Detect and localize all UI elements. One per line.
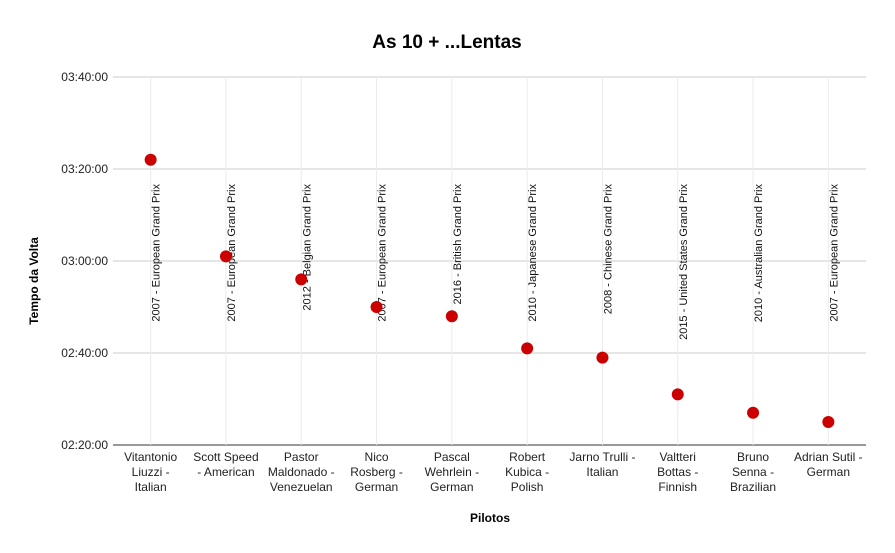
data-point[interactable] <box>219 250 232 263</box>
data-point[interactable] <box>295 273 308 286</box>
annotations: 2007 - European Grand Prix 2007 - Europea… <box>151 184 841 340</box>
data-annotation: 2012 - Belgian Grand Prix <box>301 184 313 311</box>
data-point[interactable] <box>671 388 684 401</box>
data-point[interactable] <box>822 416 835 428</box>
y-axis-title: Tempo da Volta <box>27 237 41 325</box>
gridlines <box>113 76 866 446</box>
y-axis-ticks: 02:20:00 02:40:00 03:00:00 03:20:00 03:40:00 <box>61 70 108 452</box>
data-point[interactable] <box>747 406 760 419</box>
data-point[interactable] <box>144 153 157 166</box>
x-tick-label: Bruno Senna -Brazilian <box>730 450 776 494</box>
data-points <box>144 153 835 428</box>
x-tick-label: Pascal Wehrlein -German <box>425 450 479 494</box>
x-tick-label: Robert Kubica -Polish <box>505 450 549 494</box>
y-tick-label: 02:20:00 <box>61 438 108 452</box>
x-axis-ticks: Vitantonio Liuzzi -Italian Scott Speed - Am… <box>124 450 863 494</box>
data-annotation: 2015 - United States Grand Prix <box>678 184 690 340</box>
data-annotation: 2008 - Chinese Grand Prix <box>602 184 614 315</box>
y-tick-label: 02:40:00 <box>61 346 108 360</box>
data-annotation: 2007 - European Grand Prix <box>226 184 238 322</box>
data-point[interactable] <box>596 351 609 364</box>
data-annotation: 2010 - Japanese Grand Prix <box>527 184 539 322</box>
data-point[interactable] <box>521 342 534 355</box>
data-annotation: 2007 - European Grand Prix <box>828 184 840 322</box>
data-annotation: 2016 - British Grand Prix <box>452 184 464 305</box>
data-annotation: 2007 - European Grand Prix <box>151 184 163 322</box>
data-point[interactable] <box>370 301 383 313</box>
x-tick-label: Valtteri Bottas -Finnish <box>657 450 698 494</box>
x-tick-label: Nico Rosberg -German <box>350 450 403 494</box>
data-point[interactable] <box>445 310 458 323</box>
y-tick-label: 03:20:00 <box>61 162 108 176</box>
chart-title: As 10 + ...Lentas <box>372 32 521 53</box>
x-tick-label: Pastor Maldonado -Venezuelan <box>268 450 335 494</box>
data-annotation: 2010 - Australian Grand Prix <box>753 184 765 323</box>
x-tick-label: Scott Speed - American <box>193 450 258 479</box>
y-tick-label: 03:00:00 <box>61 254 108 268</box>
y-tick-label: 03:40:00 <box>61 70 108 84</box>
x-tick-label: Jarno Trulli -Italian <box>569 450 635 479</box>
x-tick-label: Adrian Sutil -German <box>794 450 863 479</box>
x-tick-label: Vitantonio Liuzzi -Italian <box>124 450 177 494</box>
x-axis-title: Pilotos <box>470 511 510 525</box>
data-annotation: 2007 - European Grand Prix <box>377 184 389 322</box>
